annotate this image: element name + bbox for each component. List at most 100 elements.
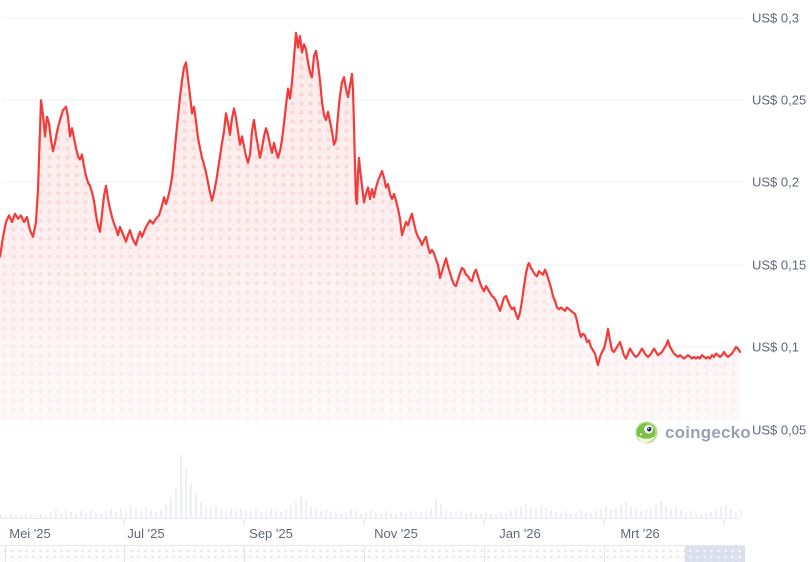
timeline-divider xyxy=(5,546,6,562)
volume-bar xyxy=(510,511,512,518)
volume-bar xyxy=(695,513,697,518)
volume-bar xyxy=(190,484,192,518)
volume-bar xyxy=(140,511,142,518)
timeline-divider xyxy=(604,546,605,562)
volume-bar xyxy=(710,512,712,518)
volume-bar xyxy=(625,502,627,518)
volume-bar xyxy=(180,455,182,518)
volume-bar xyxy=(35,516,37,518)
volume-bar xyxy=(350,509,352,518)
volume-bar xyxy=(545,508,547,518)
volume-bar xyxy=(540,506,542,518)
volume-bar xyxy=(605,506,607,518)
volume-bar xyxy=(675,507,677,518)
volume-bar xyxy=(250,511,252,518)
volume-bar xyxy=(685,512,687,518)
volume-bar xyxy=(535,509,537,518)
volume-bar xyxy=(735,512,737,518)
price-line xyxy=(0,31,742,367)
volume-bar xyxy=(100,513,102,518)
volume-bar xyxy=(500,512,502,518)
volume-bar xyxy=(90,510,92,518)
volume-bar xyxy=(205,506,207,518)
volume-bar xyxy=(465,513,467,518)
volume-bar xyxy=(575,512,577,518)
volume-bar xyxy=(245,510,247,518)
volume-bar xyxy=(380,513,382,518)
volume-bar xyxy=(10,514,12,518)
coingecko-watermark[interactable]: coingecko xyxy=(635,421,751,444)
y-axis-label: US$ 0,25 xyxy=(752,92,807,108)
volume-bar xyxy=(220,509,222,518)
volume-bar xyxy=(330,512,332,518)
timeline-divider xyxy=(244,546,245,562)
volume-bar xyxy=(655,504,657,518)
volume-bar xyxy=(130,506,132,518)
price-area-fade xyxy=(0,32,740,421)
timeline-selection-handle[interactable] xyxy=(685,546,745,562)
volume-bar xyxy=(565,511,567,518)
coingecko-wordmark: coingecko xyxy=(665,422,751,442)
x-axis-label: Nov '25 xyxy=(374,526,418,541)
volume-bar xyxy=(165,504,167,518)
x-axis-label: Mrt '26 xyxy=(620,526,660,541)
volume-bar xyxy=(390,513,392,518)
volume-bar xyxy=(555,512,557,518)
volume-bar xyxy=(145,507,147,518)
volume-bar xyxy=(325,510,327,518)
volume-bar xyxy=(505,513,507,518)
volume-bar xyxy=(155,512,157,518)
volume-bar xyxy=(315,509,317,518)
volume-bar xyxy=(95,512,97,518)
volume-bar xyxy=(480,513,482,518)
volume-bar xyxy=(50,512,52,518)
volume-bar xyxy=(730,509,732,518)
x-axis-label: Sep '25 xyxy=(249,526,293,541)
volume-bar xyxy=(610,510,612,518)
volume-bar xyxy=(595,511,597,518)
volume-bar xyxy=(285,510,287,518)
volume-bar xyxy=(290,506,292,518)
volume-bar xyxy=(430,508,432,518)
volume-bar xyxy=(40,514,42,518)
volume-bar xyxy=(80,511,82,518)
volume-bar xyxy=(300,496,302,518)
volume-bar xyxy=(740,510,742,518)
volume-bar xyxy=(230,508,232,518)
volume-bar xyxy=(65,509,67,518)
volume-bar xyxy=(20,515,22,518)
volume-bar xyxy=(645,510,647,518)
volume-bar xyxy=(160,509,162,518)
volume-bar xyxy=(0,515,2,518)
y-axis-label: US$ 0,05 xyxy=(752,422,807,438)
volume-bar xyxy=(420,512,422,518)
volume-bar xyxy=(45,515,47,518)
volume-bar xyxy=(585,512,587,518)
volume-bar xyxy=(715,510,717,518)
volume-bar xyxy=(70,512,72,518)
volume-bar xyxy=(210,508,212,518)
volume-bar xyxy=(25,513,27,518)
volume-bar xyxy=(520,506,522,518)
volume-bar xyxy=(490,513,492,518)
volume-bar xyxy=(225,510,227,518)
volume-bar xyxy=(570,513,572,518)
volume-bar xyxy=(630,506,632,518)
timeline-divider xyxy=(364,546,365,562)
volume-bar xyxy=(460,511,462,518)
timeline-divider xyxy=(484,546,485,562)
y-axis-label: US$ 0,15 xyxy=(752,257,807,273)
volume-bar xyxy=(170,498,172,518)
volume-bar xyxy=(400,512,402,518)
volume-bar xyxy=(515,509,517,518)
volume-bar xyxy=(235,511,237,518)
y-axis-label: US$ 0,1 xyxy=(752,339,799,355)
volume-bar xyxy=(440,504,442,518)
timeline-strip[interactable] xyxy=(0,545,745,562)
volume-bar xyxy=(105,511,107,518)
y-axis-label: US$ 0,3 xyxy=(752,10,799,26)
x-axis-label: Mei '25 xyxy=(9,526,51,541)
volume-bar xyxy=(635,509,637,518)
